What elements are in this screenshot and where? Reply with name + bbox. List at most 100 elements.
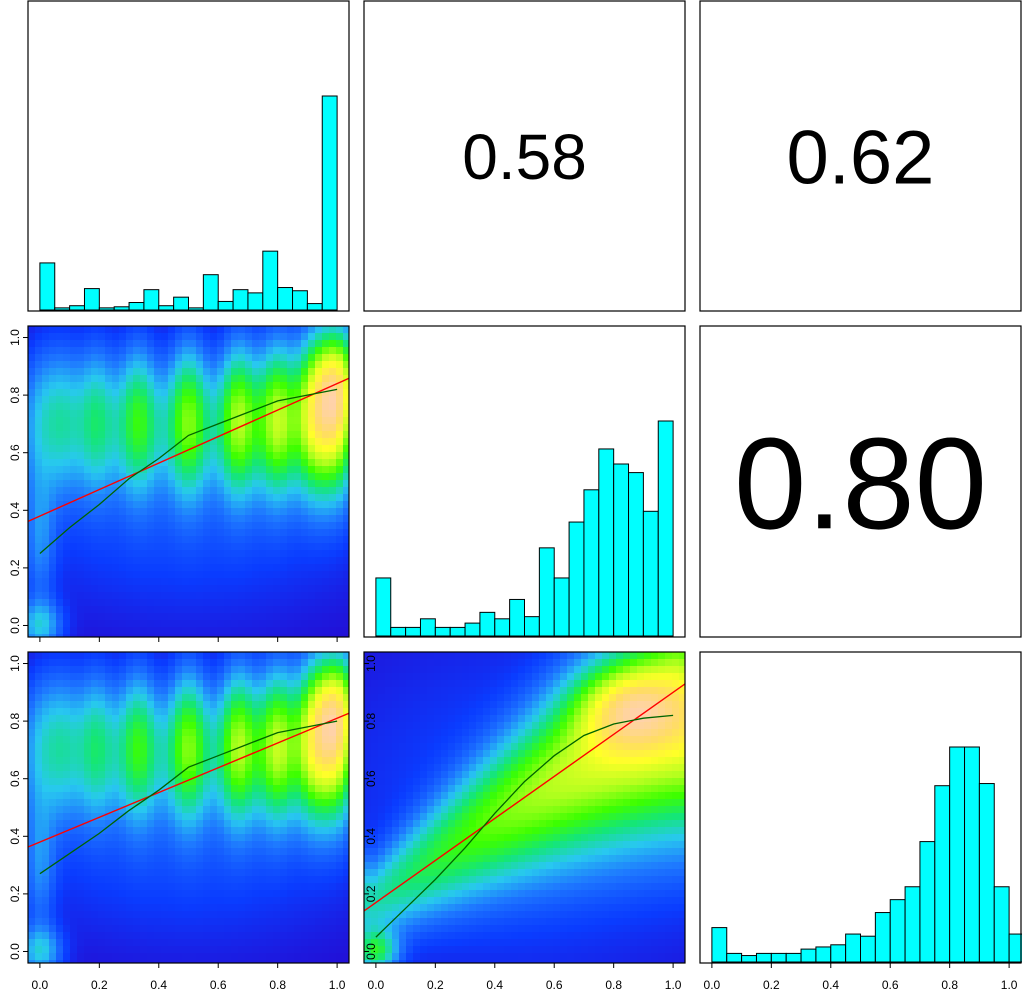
scatter-panel-2-1-density-cell (343, 466, 349, 474)
scatter-panel-3-2-density-cell (413, 932, 421, 940)
scatter-panel-3-1-density-cell (91, 848, 99, 856)
scatter-panel-3-1-density-cell (63, 820, 71, 828)
scatter-panel-3-1-density-cell (301, 764, 309, 772)
scatter-panel-2-1-density-cell (168, 438, 176, 446)
scatter-panel-3-1-density-cell (126, 890, 134, 898)
scatter-panel-3-1-density-cell (161, 694, 169, 702)
scatter-panel-3-1-density-cell (252, 715, 260, 723)
scatter-panel-3-1-density-cell (35, 876, 43, 884)
scatter-panel-3-1-density-cell (308, 925, 316, 933)
scatter-panel-2-1-density-cell (245, 487, 253, 495)
scatter-panel-2-1-density-cell (91, 508, 99, 516)
scatter-panel-3-2-density-cell (469, 694, 477, 702)
scatter-panel-3-1-density-cell (189, 911, 197, 919)
scatter-panel-2-1-density-cell (287, 606, 295, 614)
scatter-panel-3-1-density-cell (154, 918, 162, 926)
scatter-panel-3-2-density-cell (448, 904, 456, 912)
scatter-panel-3-1-density-cell (329, 827, 337, 835)
scatter-panel-3-1-density-cell (203, 813, 211, 821)
scatter-panel-2-1-density-cell (315, 473, 323, 481)
scatter-panel-2-1-density-cell (133, 627, 141, 635)
scatter-panel-3-1-density-cell (196, 750, 204, 758)
scatter-panel-2-1-density-cell (175, 501, 183, 509)
scatter-panel-2-1-density-cell (35, 361, 43, 369)
scatter-panel-3-1-density-cell (322, 764, 330, 772)
scatter-panel-2-1-density-cell (189, 361, 197, 369)
scatter-panel-3-1-density-cell (322, 876, 330, 884)
scatter-panel-3-2-density-cell (455, 785, 463, 793)
scatter-panel-3-2-density-cell (469, 778, 477, 786)
scatter-panel-2-1-density-cell (224, 431, 232, 439)
scatter-panel-3-1-density-cell (343, 897, 349, 905)
scatter-panel-2-1-density-cell (259, 550, 267, 558)
scatter-panel-2-1-density-cell (56, 347, 64, 355)
scatter-panel-2-1-density-cell (42, 536, 50, 544)
scatter-panel-2-1-density-cell (77, 508, 85, 516)
scatter-panel-2-1-density-cell (329, 424, 337, 432)
scatter-panel-2-1-density-cell (63, 424, 71, 432)
scatter-panel-3-1-density-cell (273, 925, 281, 933)
scatter-panel-3-2-density-cell (427, 813, 435, 821)
scatter-panel-3-2-density-cell (420, 890, 428, 898)
scatter-panel-2-1-density-cell (273, 571, 281, 579)
scatter-panel-2-1-density-cell (266, 606, 274, 614)
scatter-panel-3-2-density-cell (462, 666, 470, 674)
scatter-panel-3-1-density-cell (105, 932, 113, 940)
scatter-panel-2-1-density-cell (105, 403, 113, 411)
scatter-panel-3-1-density-cell (168, 722, 176, 730)
scatter-panel-3-1-density-cell (217, 939, 225, 947)
scatter-panel-3-1-density-cell (238, 792, 246, 800)
scatter-panel-3-2-density-cell (385, 918, 393, 926)
scatter-panel-3-1-density-cell (196, 834, 204, 842)
scatter-panel-3-2-density-cell (385, 876, 393, 884)
scatter-panel-2-1-density-cell (280, 606, 288, 614)
scatter-panel-2-1-density-cell (231, 333, 239, 341)
scatter-panel-2-1-density-cell (175, 403, 183, 411)
scatter-panel-3-1-density-cell (84, 897, 92, 905)
scatter-panel-2-1-density-cell (217, 403, 225, 411)
scatter-panel-2-1-density-cell (266, 326, 274, 334)
scatter-panel-3-1-density-cell (238, 820, 246, 828)
scatter-panel-3-1-density-cell (140, 925, 148, 933)
scatter-panel-3-1-density-cell (294, 708, 302, 716)
scatter-panel-3-1-density-cell (105, 827, 113, 835)
scatter-panel-3-2-density-cell (371, 855, 379, 863)
scatter-panel-2-1-density-cell (280, 585, 288, 593)
scatter-panel-2-1-density-cell (77, 473, 85, 481)
scatter-panel-3-2-density-cell (378, 911, 386, 919)
scatter-panel-3-1-density-cell (175, 715, 183, 723)
scatter-panel-2-1-density-cell (98, 354, 106, 362)
histogram-3-bar (785, 952, 802, 963)
scatter-panel-2-1-density-cell (294, 536, 302, 544)
scatter-panel-3-1-density-cell (70, 876, 78, 884)
scatter-panel-2-1-density-cell (210, 410, 218, 418)
scatter-panel-2-1-density-cell (105, 557, 113, 565)
scatter-panel-3-1-density-cell (329, 792, 337, 800)
scatter-panel-3-1-density-cell (168, 897, 176, 905)
scatter-panel-2-1-density-cell (231, 578, 239, 586)
scatter-panel-3-1-density-cell (210, 834, 218, 842)
scatter-panel-2-1-density-cell (147, 620, 155, 628)
scatter-panel-3-2-density-cell (476, 666, 484, 674)
scatter-panel-2-1-density-cell (119, 487, 127, 495)
scatter-panel-2-1-density-cell (119, 382, 127, 390)
scatter-panel-3-1-density-cell (266, 750, 274, 758)
scatter-panel-3-1-density-cell (161, 869, 169, 877)
scatter-panel-2-1-density-cell (84, 494, 92, 502)
scatter-panel-3-1-density-cell (280, 911, 288, 919)
scatter-panel-2-1-density-cell (112, 585, 120, 593)
scatter-panel-3-2-density-cell (476, 841, 484, 849)
scatter-panel-3-2-density-cell (406, 932, 414, 940)
scatter-panel-3-1-density-cell (35, 652, 43, 660)
scatter-panel-3-1-density-cell (182, 771, 190, 779)
scatter-panel-2-1-density-cell (70, 487, 78, 495)
scatter-panel-3-1-density-cell (161, 953, 169, 961)
scatter-panel-2-1-density-cell (42, 508, 50, 516)
scatter-panel-3-1-density-cell (273, 841, 281, 849)
scatter-panel-3-2-density-cell (483, 673, 491, 681)
scatter-panel-3-2-density-cell (385, 652, 393, 660)
scatter-panel-3-1-density-cell (266, 701, 274, 709)
scatter-panel-3-1-density-cell (154, 701, 162, 709)
scatter-panel-3-2-density-cell (455, 918, 463, 926)
scatter-panel-3-1-density-cell (203, 932, 211, 940)
